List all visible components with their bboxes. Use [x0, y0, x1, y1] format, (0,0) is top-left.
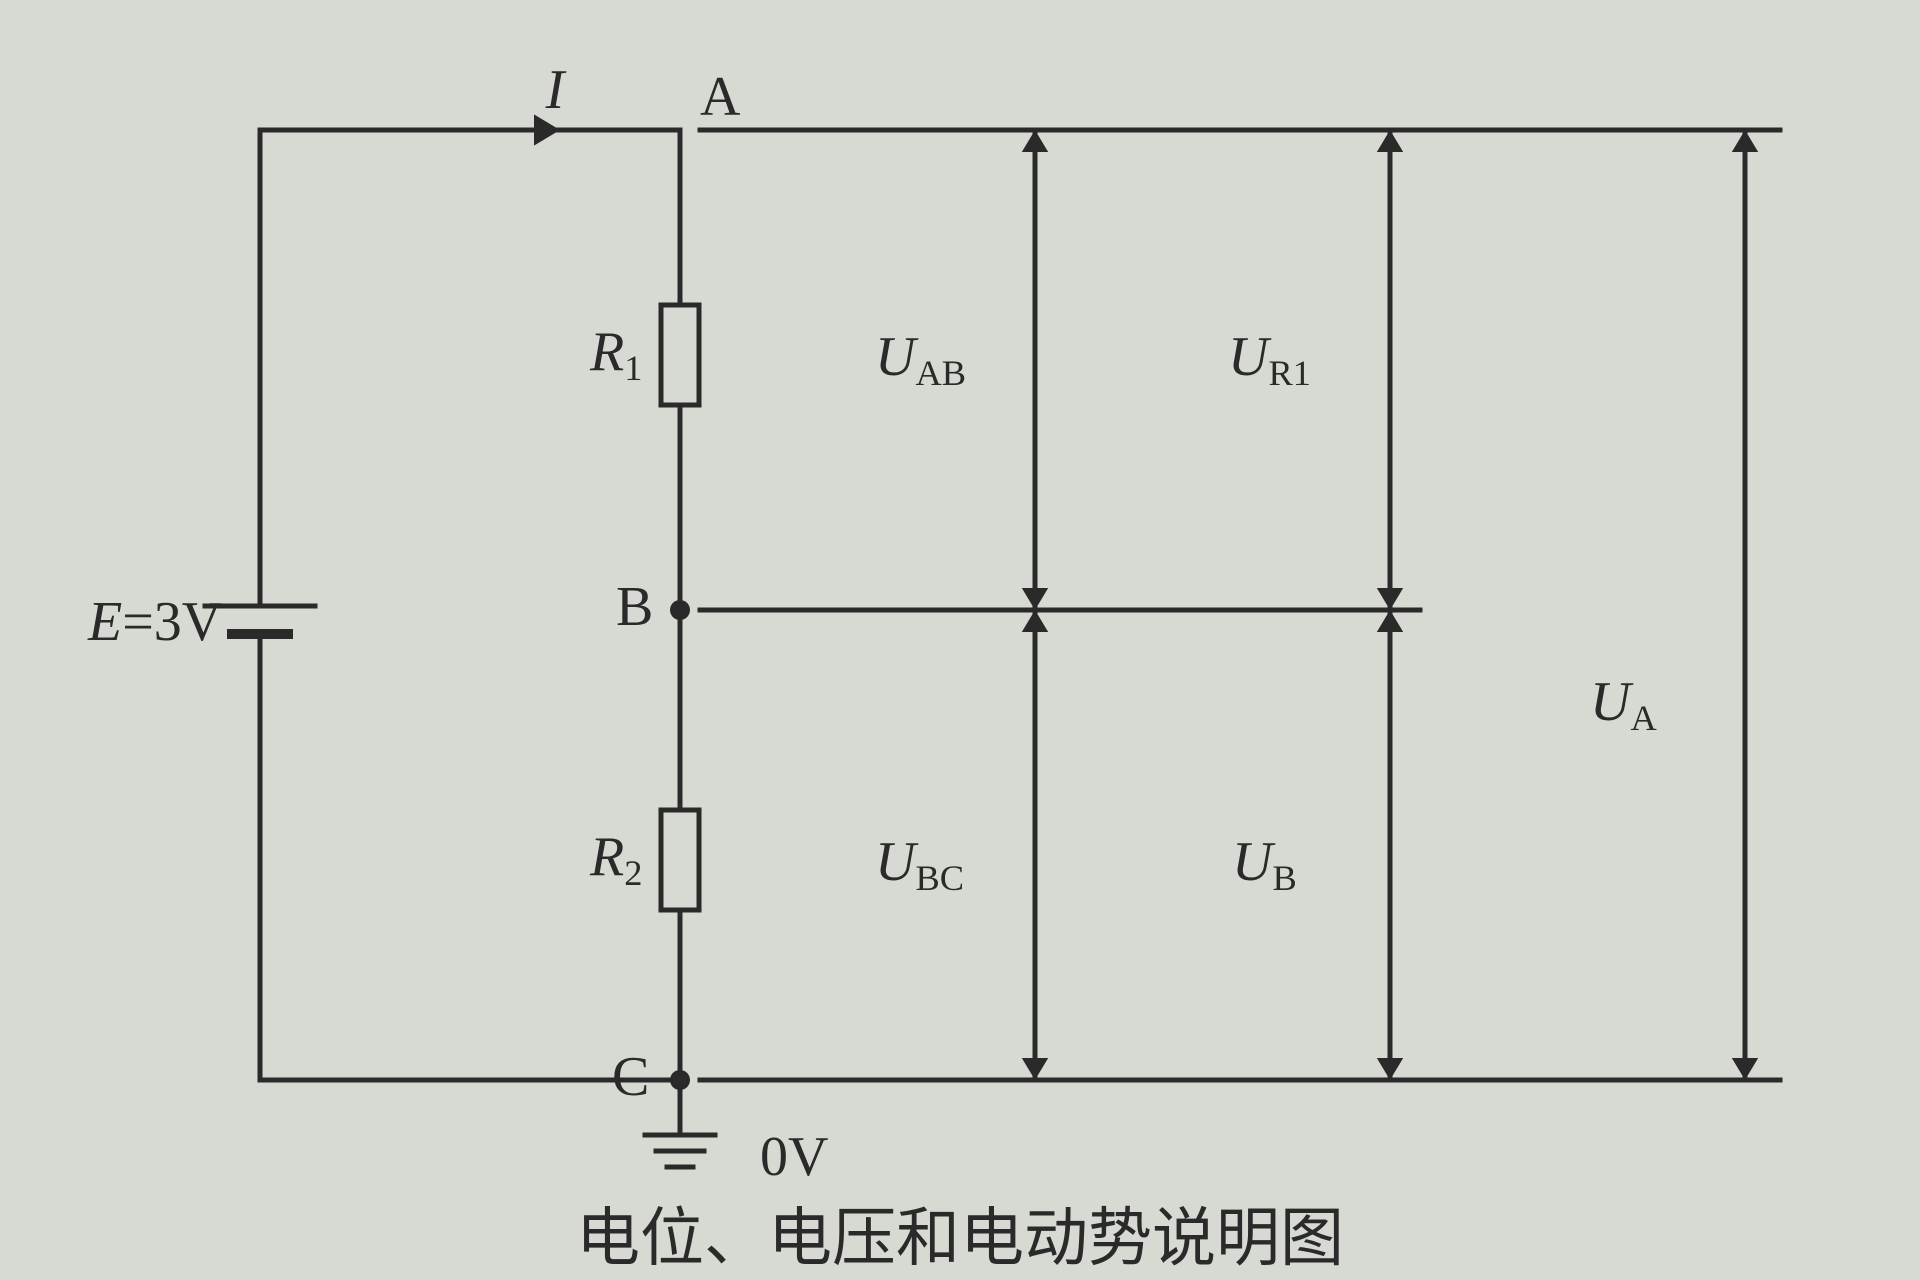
zero-volt-label: 0V: [760, 1126, 828, 1188]
caption: 电位、电压和电动势说明图: [576, 1203, 1344, 1274]
current-label: I: [545, 59, 567, 121]
node-a-label: A: [700, 66, 741, 128]
node-b-label: B: [616, 576, 653, 638]
circuit-diagram: E=3VIABCR1R20VUABUBCUR1UBUA电位、电压和电动势说明图: [0, 0, 1920, 1280]
emf-label: E=3V: [87, 591, 222, 653]
node-c-label: C: [612, 1046, 649, 1108]
